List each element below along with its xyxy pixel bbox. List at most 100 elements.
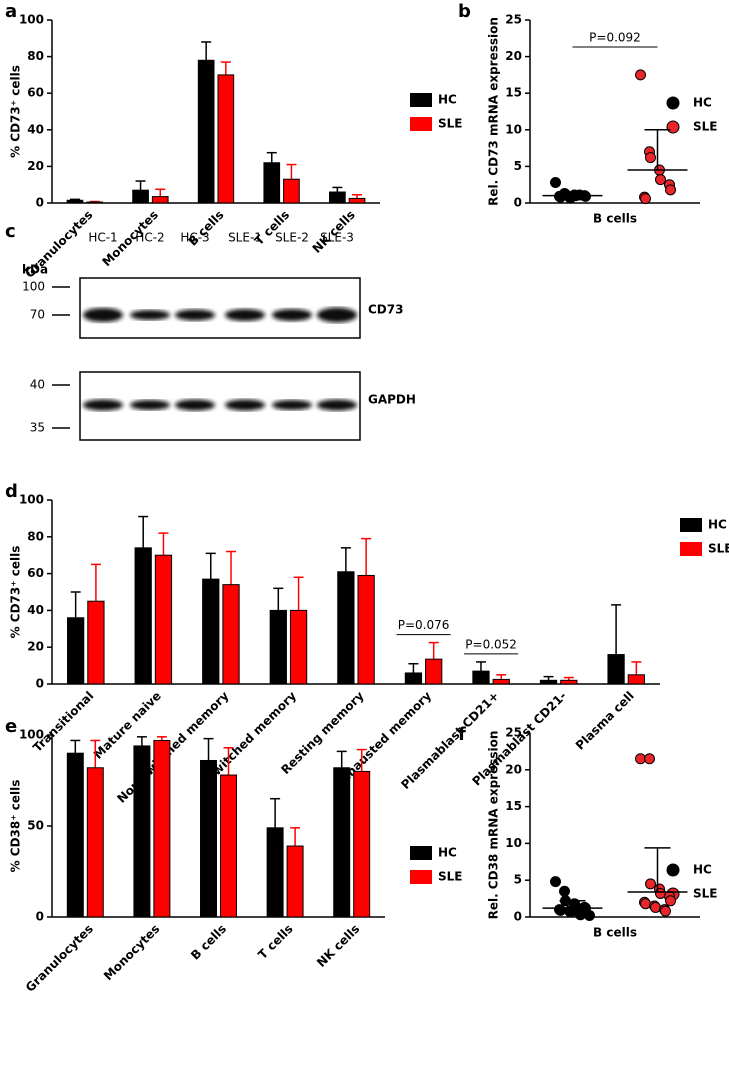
legend-label: HC (693, 96, 712, 110)
y-tick-label: 60 (27, 86, 44, 100)
legend-label: HC (438, 846, 457, 860)
x-tick-label: T cells (255, 922, 295, 962)
lane-label: HC-3 (180, 231, 209, 245)
y-axis-label: % CD73⁺ cells (9, 546, 23, 639)
band (317, 399, 357, 411)
bar (329, 191, 346, 204)
data-point (635, 69, 646, 81)
legend-label: SLE (438, 117, 463, 131)
bar (202, 578, 220, 685)
legend-swatch (666, 120, 680, 134)
legend-swatch (410, 117, 432, 131)
data-point (550, 177, 561, 189)
y-tick-label: 20 (505, 762, 522, 776)
legend-label: HC (438, 93, 457, 107)
bar (539, 679, 558, 685)
bar (286, 845, 304, 918)
bar (66, 752, 84, 918)
bar (560, 679, 578, 685)
panel-letter: a (5, 1, 17, 22)
band (175, 399, 215, 411)
panel-letter: d (5, 481, 18, 502)
lane-label: SLE-2 (275, 231, 309, 245)
bar (86, 767, 104, 918)
y-axis-label: Rel. CD73 mRNA expression (487, 17, 501, 206)
blot-box (79, 277, 361, 339)
bar (333, 767, 351, 918)
bar (269, 609, 287, 685)
panel-letter: f (458, 724, 466, 745)
bar (154, 554, 173, 685)
y-tick-label: 0 (36, 677, 44, 691)
marker-label: 70 (30, 308, 45, 322)
p-value: P=0.052 (465, 637, 517, 651)
bar (217, 74, 235, 204)
data-point (665, 895, 676, 907)
bar (67, 617, 85, 685)
x-tick-label: B cells (188, 922, 229, 963)
data-point (640, 898, 651, 910)
y-tick-label: 20 (505, 49, 522, 63)
bar (86, 201, 103, 204)
legend-swatch (680, 518, 702, 532)
y-tick-label: 20 (27, 640, 44, 654)
panel-letter: c (5, 221, 16, 242)
lane-label: HC-1 (88, 231, 117, 245)
y-tick-label: 15 (505, 86, 522, 100)
band (317, 307, 357, 323)
bar (222, 584, 240, 685)
bar (151, 196, 169, 204)
y-tick-label: 100 (19, 493, 44, 507)
data-point (555, 904, 566, 916)
legend-swatch (666, 96, 680, 110)
x-axis-label: B cells (593, 926, 637, 940)
bar (66, 199, 84, 204)
legend-label: HC (708, 518, 727, 532)
x-tick-label: Granulocytes (23, 922, 96, 995)
y-tick-label: 100 (19, 13, 44, 27)
bar (283, 178, 300, 204)
bar (132, 189, 149, 204)
legend-swatch (410, 93, 432, 107)
lane-label: SLE-1 (228, 231, 262, 245)
y-tick-label: 25 (505, 726, 522, 740)
x-tick-label: Mature naive (91, 689, 164, 762)
bar (404, 672, 423, 685)
bar (134, 547, 152, 685)
band (272, 400, 312, 410)
data-point (645, 878, 656, 890)
legend-label: HC (693, 863, 712, 877)
x-tick-label: Transitional (30, 689, 96, 755)
y-tick-label: 20 (27, 159, 44, 173)
legend-swatch (410, 870, 432, 884)
bar (197, 59, 215, 204)
band (225, 399, 265, 411)
lane-label: SLE-3 (320, 231, 354, 245)
band (83, 399, 123, 411)
bar (200, 759, 218, 918)
x-tick-label: Monocytes (101, 922, 162, 983)
bar (289, 609, 308, 685)
marker-label: 100 (22, 280, 45, 294)
y-tick-label: 40 (27, 603, 44, 617)
legend-swatch (410, 846, 432, 860)
bar (266, 827, 284, 918)
blot-label: CD73 (368, 303, 403, 317)
data-point (644, 753, 655, 765)
legend-label: SLE (708, 542, 729, 556)
data-point (640, 193, 651, 205)
x-tick-label: NK cells (314, 922, 362, 970)
data-point (575, 909, 586, 921)
band (272, 309, 312, 321)
bar (425, 658, 443, 685)
x-tick-label: Plasma cell (573, 689, 637, 753)
bar (133, 745, 151, 918)
y-axis-label: % CD38⁺ cells (9, 780, 23, 873)
marker-label: 40 (30, 378, 45, 392)
y-tick-label: 60 (27, 566, 44, 580)
bar (87, 600, 105, 685)
p-value: P=0.076 (398, 618, 450, 632)
legend-label: SLE (693, 120, 718, 134)
y-tick-label: 0 (514, 910, 522, 924)
